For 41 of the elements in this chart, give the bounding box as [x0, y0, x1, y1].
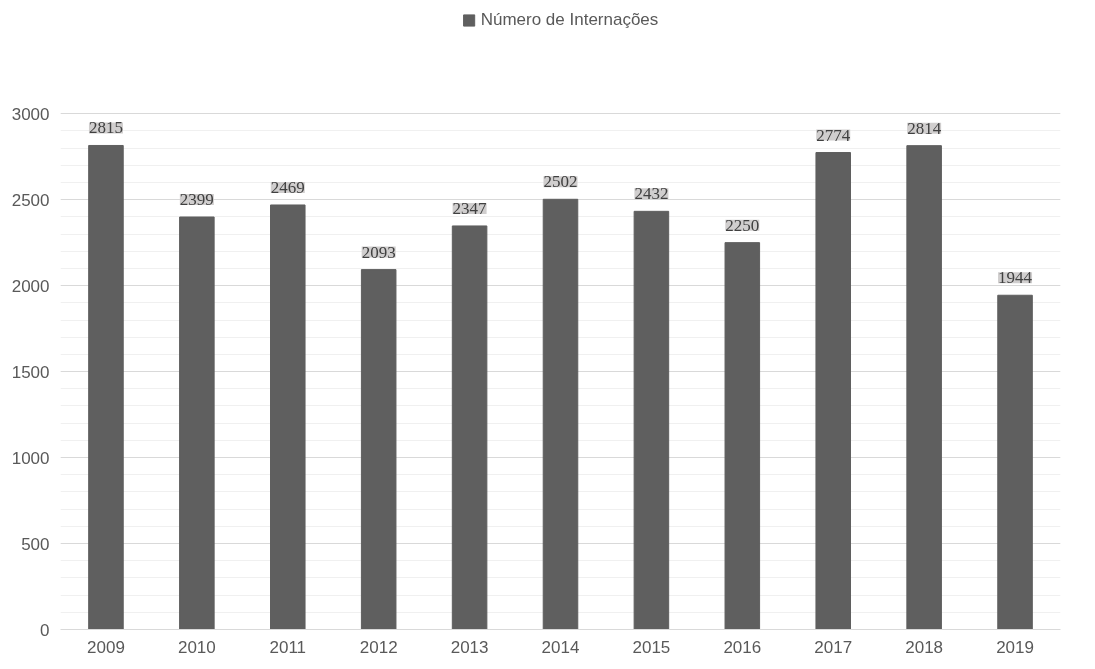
data-label: 2347 — [452, 198, 488, 218]
y-tick-label: 1500 — [11, 362, 50, 382]
x-tick-label: 2011 — [269, 637, 307, 657]
data-label: 2432 — [634, 184, 669, 204]
data-label: 2815 — [88, 118, 123, 138]
data-label: 2502 — [543, 172, 578, 192]
data-label: 2814 — [907, 118, 942, 138]
y-tick-label: 2000 — [11, 276, 50, 296]
y-tick-label: 0 — [40, 620, 50, 640]
x-tick-label: 2013 — [450, 637, 489, 657]
x-tick-label: 2010 — [177, 637, 216, 657]
x-tick-label: 2017 — [814, 637, 853, 657]
bar — [88, 144, 124, 630]
bar — [906, 145, 942, 630]
y-tick-label: 3000 — [11, 104, 50, 124]
bar — [179, 216, 215, 630]
x-tick-label: 2016 — [723, 637, 762, 657]
legend-label: Número de Internações — [480, 10, 659, 30]
bar — [997, 294, 1033, 630]
bar — [724, 242, 761, 630]
y-tick-label: 500 — [21, 534, 50, 554]
bar — [270, 204, 306, 630]
x-tick-label: 2018 — [905, 637, 944, 657]
bar — [815, 152, 851, 630]
data-label: 1944 — [998, 268, 1033, 288]
bar — [542, 198, 579, 630]
x-tick-label: 2009 — [87, 637, 125, 657]
bar — [451, 225, 488, 630]
y-tick-label: 1000 — [11, 448, 50, 468]
x-tick-label: 2015 — [632, 637, 671, 657]
bar — [360, 269, 397, 630]
bar — [633, 210, 670, 630]
y-tick-label: 2500 — [11, 190, 50, 210]
data-label: 2093 — [361, 242, 396, 262]
data-label: 2469 — [270, 177, 305, 197]
data-label: 2250 — [725, 215, 760, 235]
data-label: 2399 — [179, 190, 214, 210]
data-label: 2774 — [816, 125, 851, 145]
x-tick-label: 2012 — [359, 637, 398, 657]
x-tick-label: 2014 — [541, 637, 580, 657]
x-tick-label: 2019 — [996, 637, 1034, 657]
